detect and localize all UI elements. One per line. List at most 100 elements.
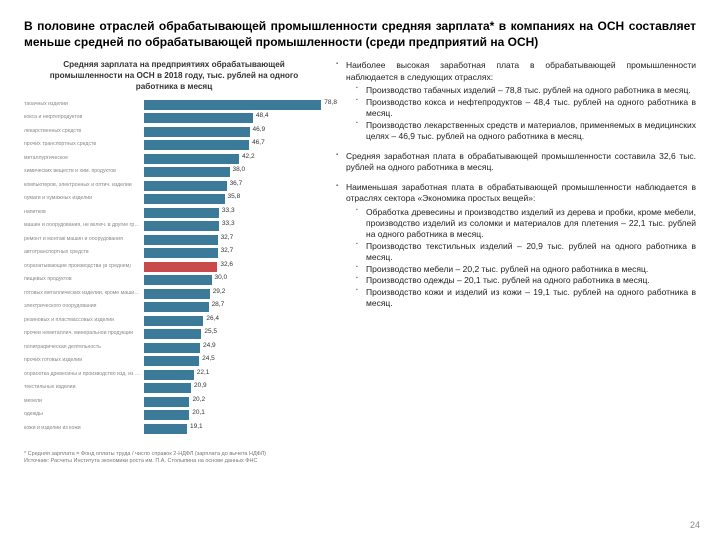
chart-column: Средняя зарплата на предприятиях обрабат… — [24, 60, 324, 464]
page-title: В половине отраслей обрабатывающей промы… — [24, 18, 696, 50]
bar-category-label: электрического оборудования — [24, 304, 144, 309]
bar — [144, 248, 218, 258]
bar-track: 33,3 — [144, 208, 324, 218]
bar-value-label: 32,6 — [220, 261, 233, 268]
bar — [144, 424, 187, 434]
page-number: 24 — [690, 520, 700, 530]
bar-value-label: 26,4 — [206, 315, 219, 322]
bar-row: лекарственных средств 46,9 — [24, 125, 324, 138]
bar-row: обрабатывающие производства (в среднем)3… — [24, 260, 324, 273]
bar — [144, 208, 219, 218]
sub-bullet-list: Обработка древесины и производство издел… — [356, 207, 696, 310]
sub-bullet-item: Производство одежды – 20,1 тыс. рублей н… — [356, 275, 696, 286]
bar-category-label: готовых металлических изделий, кроме маш… — [24, 291, 144, 296]
bar-track: 30,0 — [144, 275, 324, 285]
bar — [144, 329, 201, 339]
bar-row: компьютеров, электронных и оптич. издели… — [24, 179, 324, 192]
bar-track: 42,2 — [144, 154, 324, 164]
bar-track: 32,7 — [144, 235, 324, 245]
bar-value-label: 38,0 — [233, 166, 246, 173]
bar-value-label: 32,7 — [221, 234, 234, 241]
bar-category-label: мебели — [24, 399, 144, 404]
bar-row: машин и оборудования, не включ. в другие… — [24, 220, 324, 233]
bar-row: напитков 33,3 — [24, 206, 324, 219]
bar-category-label: обработка древесины и производство изд. … — [24, 372, 144, 377]
bar-value-label: 20,2 — [192, 396, 205, 403]
bar-category-label: компьютеров, электронных и оптич. издели… — [24, 183, 144, 188]
bar-track: 26,4 — [144, 316, 324, 326]
bar-category-label: автотранспортных средств — [24, 250, 144, 255]
bar — [144, 343, 200, 353]
bar-category-label: ремонт и монтаж машин и оборудования — [24, 237, 144, 242]
bar-category-label: напитков — [24, 210, 144, 215]
bar-category-label: прочей неметаллич. минеральной продукции — [24, 331, 144, 336]
bar-category-label: машин и оборудования, не включ. в другие… — [24, 223, 144, 228]
sub-bullet-item: Производство кокса и нефтепродуктов – 48… — [356, 97, 696, 120]
bar-row: готовых металлических изделий, кроме маш… — [24, 287, 324, 300]
bar — [144, 370, 194, 380]
bar — [144, 410, 189, 420]
bar-category-label: прочих транспортных средств — [24, 142, 144, 147]
bar-row: электрического оборудования28,7 — [24, 301, 324, 314]
bar-value-label: 33,3 — [222, 207, 235, 214]
bar-track: 20,9 — [144, 383, 324, 393]
bar-track: 33,3 — [144, 221, 324, 231]
footnote-line: * Средняя зарплата = Фонд оплаты труда /… — [24, 451, 324, 458]
bar — [144, 181, 227, 191]
bar-category-label: прочих готовых изделий — [24, 358, 144, 363]
bar-row: текстильных изделий20,9 — [24, 382, 324, 395]
bar — [144, 262, 217, 272]
bar-value-label: 19,1 — [190, 423, 203, 430]
bar — [144, 356, 199, 366]
slide-page: В половине отраслей обрабатывающей промы… — [0, 0, 720, 540]
chart-title: Средняя зарплата на предприятиях обрабат… — [28, 60, 320, 92]
bar-track: 78,8 — [144, 100, 324, 110]
bar-value-label: 46,7 — [252, 139, 265, 146]
bar — [144, 221, 219, 231]
bar-category-label: текстильных изделий — [24, 385, 144, 390]
bar-value-label: 29,2 — [213, 288, 226, 295]
bar-category-label: кожи и изделий из кожи — [24, 426, 144, 431]
bar-row: химических веществ и хим. продуктов38,0 — [24, 166, 324, 179]
bar-category-label: полиграфическая деятельность — [24, 345, 144, 350]
bullet-item: Наиболее высокая заработная плата в обра… — [336, 60, 696, 142]
bar-category-label: одежды — [24, 412, 144, 417]
bar-value-label: 46,9 — [253, 126, 266, 133]
bar — [144, 275, 212, 285]
bar — [144, 167, 230, 177]
bullet-item: Средняя заработная плата в обрабатывающе… — [336, 151, 696, 174]
bar-row: прочих транспортных средств 46,7 — [24, 139, 324, 152]
bar — [144, 154, 239, 164]
bar-row: одежды20,1 — [24, 409, 324, 422]
sub-bullet-item: Производство текстильных изделий – 20,9 … — [356, 241, 696, 264]
bar-value-label: 33,3 — [222, 220, 235, 227]
bar-row: полиграфическая деятельность 24,9 — [24, 341, 324, 354]
bullet-item: Наименьшая заработная плата в обрабатыва… — [336, 182, 696, 310]
bar-row: кожи и изделий из кожи 19,1 — [24, 422, 324, 435]
bar-category-label: бумаги и бумажных изделий — [24, 196, 144, 201]
bar-value-label: 25,5 — [204, 328, 217, 335]
bar-track: 29,2 — [144, 289, 324, 299]
bar-row: ремонт и монтаж машин и оборудования 32,7 — [24, 233, 324, 246]
sub-bullet-item: Производство табачных изделий – 78,8 тыс… — [356, 85, 696, 96]
bar — [144, 140, 249, 150]
bar-category-label: лекарственных средств — [24, 129, 144, 134]
sub-bullet-item: Производство лекарственных средств и мат… — [356, 120, 696, 143]
bar-category-label: кокса и нефтепродуктов — [24, 115, 144, 120]
bar-row: бумаги и бумажных изделий35,8 — [24, 193, 324, 206]
bar-track: 46,9 — [144, 127, 324, 137]
bar-track: 24,9 — [144, 343, 324, 353]
bar-row: автотранспортных средств 32,7 — [24, 247, 324, 260]
bar — [144, 289, 210, 299]
bullet-list: Наиболее высокая заработная плата в обра… — [336, 60, 696, 309]
bar-row: резиновых и пластмассовых изделий 26,4 — [24, 314, 324, 327]
bar-row: обработка древесины и производство изд. … — [24, 368, 324, 381]
bar-track: 36,7 — [144, 181, 324, 191]
bar-category-label: металлургическое — [24, 156, 144, 161]
bar-value-label: 24,9 — [203, 342, 216, 349]
bar-value-label: 36,7 — [230, 180, 243, 187]
content-row: Средняя зарплата на предприятиях обрабат… — [24, 60, 696, 464]
bar-category-label: резиновых и пластмассовых изделий — [24, 318, 144, 323]
bar-value-label: 32,7 — [221, 247, 234, 254]
bar-track: 19,1 — [144, 424, 324, 434]
